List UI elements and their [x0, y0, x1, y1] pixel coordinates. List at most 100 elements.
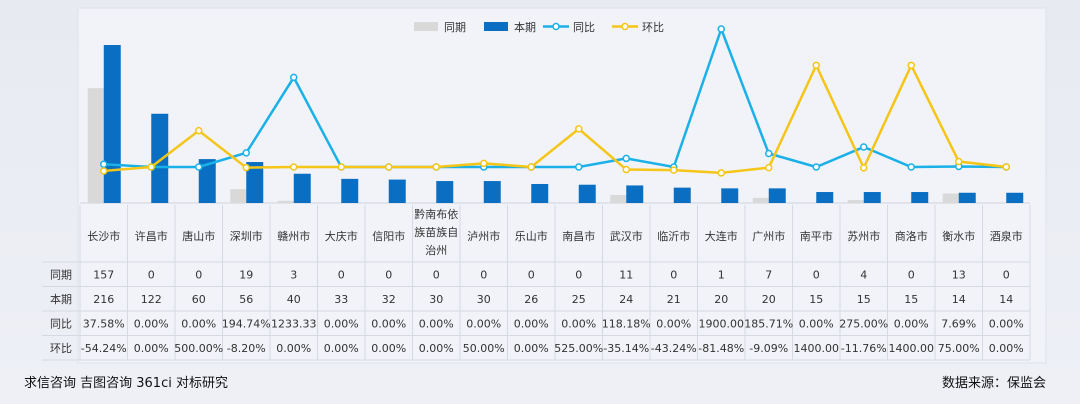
category-label: 深圳市 [230, 229, 263, 243]
table-cell: 0.00% [419, 318, 454, 331]
footer-credits: 求信咨询 吉图咨询 361ci 对标研究 [24, 376, 228, 391]
mom-point [337, 163, 345, 171]
table-cell: 56 [239, 293, 253, 306]
table-cell: 20 [762, 293, 776, 306]
legend-label: 本期 [514, 20, 536, 34]
chart-panel [77, 7, 1047, 364]
mom-point [385, 163, 393, 171]
table-cell: -43.24% [651, 342, 697, 355]
table-cell: 0.00% [514, 318, 549, 331]
table-cell: 19 [239, 269, 253, 282]
table-row-header: 环比 [50, 342, 72, 355]
table-cell: -8.20% [227, 342, 266, 355]
table-cell: 0 [670, 269, 677, 282]
yoy-point [860, 143, 868, 151]
bar-current-period [246, 162, 264, 203]
table-cell: 14 [952, 293, 966, 306]
category-label: 大庆市 [325, 229, 358, 243]
bar-current-period [863, 192, 881, 203]
table-cell: 0.00% [466, 318, 501, 331]
bar-current-period [388, 179, 406, 203]
bar-current-period [436, 181, 454, 203]
table-cell: 0.00% [419, 342, 454, 355]
table-cell: 13 [952, 269, 966, 282]
bar-prev-period [942, 193, 959, 203]
yoy-point [765, 149, 773, 158]
table-cell: 11 [619, 269, 633, 282]
table-cell: 1400.00 [794, 342, 840, 355]
table-cell: 0.00% [371, 318, 406, 331]
table-cell: 216 [93, 293, 114, 306]
table-cell: 122 [141, 293, 162, 306]
mom-line [103, 62, 1007, 175]
bar-current-period [151, 113, 169, 203]
yoy-point [242, 149, 250, 157]
table-cell: 0 [338, 269, 345, 282]
table-cell: 15 [809, 293, 823, 306]
table-cell: 1 [718, 269, 725, 282]
table-cell: 0.00% [276, 342, 311, 355]
bar-current-period [768, 188, 786, 203]
table-cell: 275.00% [839, 318, 888, 331]
bar-current-period [816, 192, 834, 203]
table-cell: 50.00% [463, 342, 505, 355]
table-cell: 33 [334, 293, 348, 306]
mom-point [765, 163, 773, 172]
category-label: 泸州市 [467, 229, 500, 243]
bar-current-period [103, 45, 121, 203]
table-row-header: 本期 [50, 292, 72, 306]
table-cell: 525.00% [554, 342, 603, 355]
legend-label: 同期 [444, 21, 466, 34]
bar-prev-period [847, 200, 864, 203]
table-cell: 0 [813, 269, 820, 282]
table-cell: 15 [904, 293, 918, 306]
mom-point [1002, 163, 1010, 171]
footer-source: 数据来源：保监会 [941, 376, 1046, 391]
bar-current-period [721, 188, 739, 203]
legend-swatch [414, 22, 438, 31]
mom-point [670, 166, 678, 174]
table-cell: 0 [195, 269, 202, 282]
legend-label: 同比 [573, 21, 595, 34]
table-cell: 0 [908, 269, 915, 282]
mom-point [195, 126, 203, 135]
mom-point [147, 163, 155, 171]
table-cell: 0.00% [324, 318, 359, 331]
bar-prev-period [705, 202, 722, 203]
table-cell: 500.00% [174, 342, 223, 355]
table-cell: 20 [714, 293, 728, 306]
table-cell: 14 [999, 293, 1013, 306]
bar-prev-period [230, 189, 247, 203]
bar-current-period [293, 173, 311, 203]
table-row-header: 同比 [50, 318, 72, 331]
table-cell: -11.76% [841, 342, 887, 355]
bar-prev-period [277, 200, 294, 203]
table-cell: 194.74% [222, 318, 271, 331]
table-cell: 30 [429, 293, 443, 306]
table-cell: 0.00% [799, 318, 834, 331]
table-cell: 157 [93, 269, 114, 282]
mom-point [480, 159, 488, 168]
table-cell: 0.00% [134, 342, 169, 355]
category-label: 苏州市 [847, 229, 880, 243]
mom-point [432, 163, 440, 171]
yoy-point [575, 163, 583, 171]
mom-point [622, 165, 630, 174]
legend-marker [621, 22, 629, 31]
table-cell: 25 [572, 293, 586, 306]
bar-current-period [911, 192, 929, 203]
table-cell: 60 [192, 293, 206, 306]
table-cell: -9.09% [749, 342, 788, 355]
bar-current-period [958, 192, 976, 203]
table-cell: 0 [575, 269, 582, 282]
category-label: 乐山市 [515, 229, 548, 243]
bar-current-period [531, 183, 549, 203]
yoy-point [907, 163, 915, 171]
mom-point [290, 163, 298, 171]
table-cell: 75.00% [938, 342, 980, 355]
table-cell: 21 [667, 293, 681, 306]
table-cell: 30 [477, 293, 491, 306]
table-cell: 0 [1003, 269, 1010, 282]
table-cell: 0 [385, 269, 392, 282]
table-cell: -35.14% [603, 342, 649, 355]
